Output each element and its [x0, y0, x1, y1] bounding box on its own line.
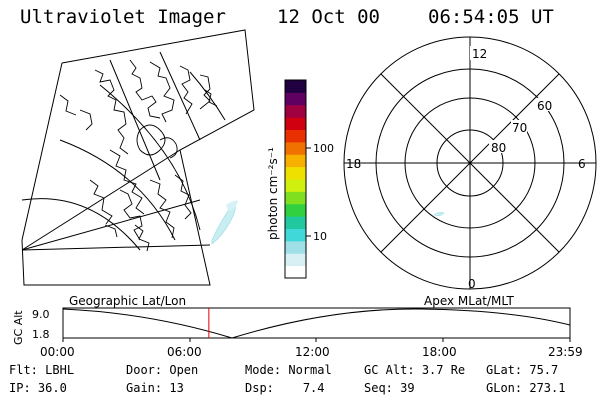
parallel-line — [59, 139, 176, 241]
label-background — [489, 140, 505, 153]
color-scale-cell — [285, 191, 306, 205]
color-scale-cell — [285, 166, 306, 180]
info-door: Door: Open — [126, 363, 199, 377]
color-scale-cell — [285, 117, 306, 130]
color-scale-cell — [285, 154, 306, 168]
info-filter: Flt: LBHL — [9, 363, 75, 377]
meridian-line — [159, 51, 201, 141]
mlat-label-60: 60 — [537, 99, 552, 113]
color-scale-cell — [285, 179, 306, 192]
parallel-line — [189, 71, 226, 121]
info-dsp: Dsp: 7.4 — [245, 381, 325, 395]
info-gain: Gain: 13 — [126, 381, 184, 395]
color-scale-cell — [285, 240, 306, 254]
timeline-y-tick-1-8: 1.8 — [32, 328, 50, 341]
app-title: Ultraviolet Imager — [20, 6, 226, 28]
polar-diagonal — [380, 73, 560, 253]
timeline-x-ticks: 00:00 06:00 12:00 18:00 23:59 — [40, 345, 583, 359]
mlt-label-0: 0 — [468, 277, 476, 291]
color-scale-cell — [285, 216, 306, 229]
altitude-timeline-plot: GC Alt 9.0 1.8 00:00 06:00 12:00 18:00 2… — [12, 307, 583, 359]
timeline-x-tick: 06:00 — [167, 345, 202, 359]
color-scale-cell — [285, 253, 306, 267]
color-scale-cell — [285, 92, 306, 106]
info-glat: GLat: 75.7 — [486, 363, 559, 377]
color-scale-cell — [285, 141, 306, 155]
mlt-label-18: 18 — [346, 157, 361, 171]
info-gc-alt: GC Alt: 3.7 Re — [364, 363, 466, 377]
polar-mlat-mlt-plot — [343, 36, 597, 290]
label-background — [536, 98, 552, 111]
aurora-emission — [211, 200, 238, 245]
info-mode: Mode: Normal — [245, 363, 332, 377]
mlt-label-6: 6 — [578, 157, 586, 171]
geographic-map — [21, 29, 255, 286]
timeline-x-tick: 18:00 — [422, 345, 457, 359]
color-scale-bar: 100 10 photon cm⁻²s⁻¹ — [266, 79, 334, 279]
color-scale-frame — [284, 79, 307, 279]
color-scale-cell — [285, 228, 306, 242]
timeline-x-tick: 12:00 — [295, 345, 330, 359]
info-ip: IP: 36.0 — [9, 381, 67, 395]
color-scale-tick-100: 100 — [313, 142, 334, 155]
observation-time: 06:54:05 UT — [428, 6, 554, 28]
info-glon: GLon: 273.1 — [486, 381, 566, 395]
polar-labels: 12 18 6 0 60 70 80 — [346, 46, 586, 291]
map-left-edge — [21, 62, 63, 241]
color-scale-tick-10: 10 — [313, 230, 327, 243]
meridian-line — [109, 59, 161, 181]
timeline-y-tick-9: 9.0 — [32, 308, 50, 321]
meridian-line — [21, 199, 201, 251]
geographic-map-label: Geographic Lat/Lon — [69, 294, 186, 308]
aurora-emission — [433, 212, 445, 216]
timeline-x-tick: 23:59 — [548, 345, 583, 359]
mlat-label-70: 70 — [512, 121, 527, 135]
label-background — [511, 120, 527, 133]
meridian-line — [21, 244, 211, 251]
color-scale-cell — [285, 129, 306, 143]
mlat-label-80: 80 — [491, 141, 506, 155]
coastlines — [59, 59, 218, 252]
observation-date: 12 Oct 00 — [277, 6, 380, 28]
mlt-label-12: 12 — [472, 47, 487, 61]
altitude-curve — [62, 308, 571, 339]
meridian-line — [21, 149, 181, 251]
parallel-line — [21, 198, 141, 251]
color-scale-cell — [285, 203, 306, 217]
timeline-x-tick: 00:00 — [40, 345, 75, 359]
label-background — [470, 46, 486, 60]
color-scale-unit-label: photon cm⁻²s⁻¹ — [266, 147, 280, 240]
info-seq: Seq: 39 — [364, 381, 415, 395]
apex-map-label: Apex MLat/MLT — [424, 294, 514, 308]
parallel-line — [99, 84, 201, 231]
color-scale-cell — [285, 104, 306, 118]
color-scale-cell — [285, 80, 306, 93]
color-scale-cell — [285, 265, 306, 279]
timeline-y-label: GC Alt — [12, 310, 25, 345]
